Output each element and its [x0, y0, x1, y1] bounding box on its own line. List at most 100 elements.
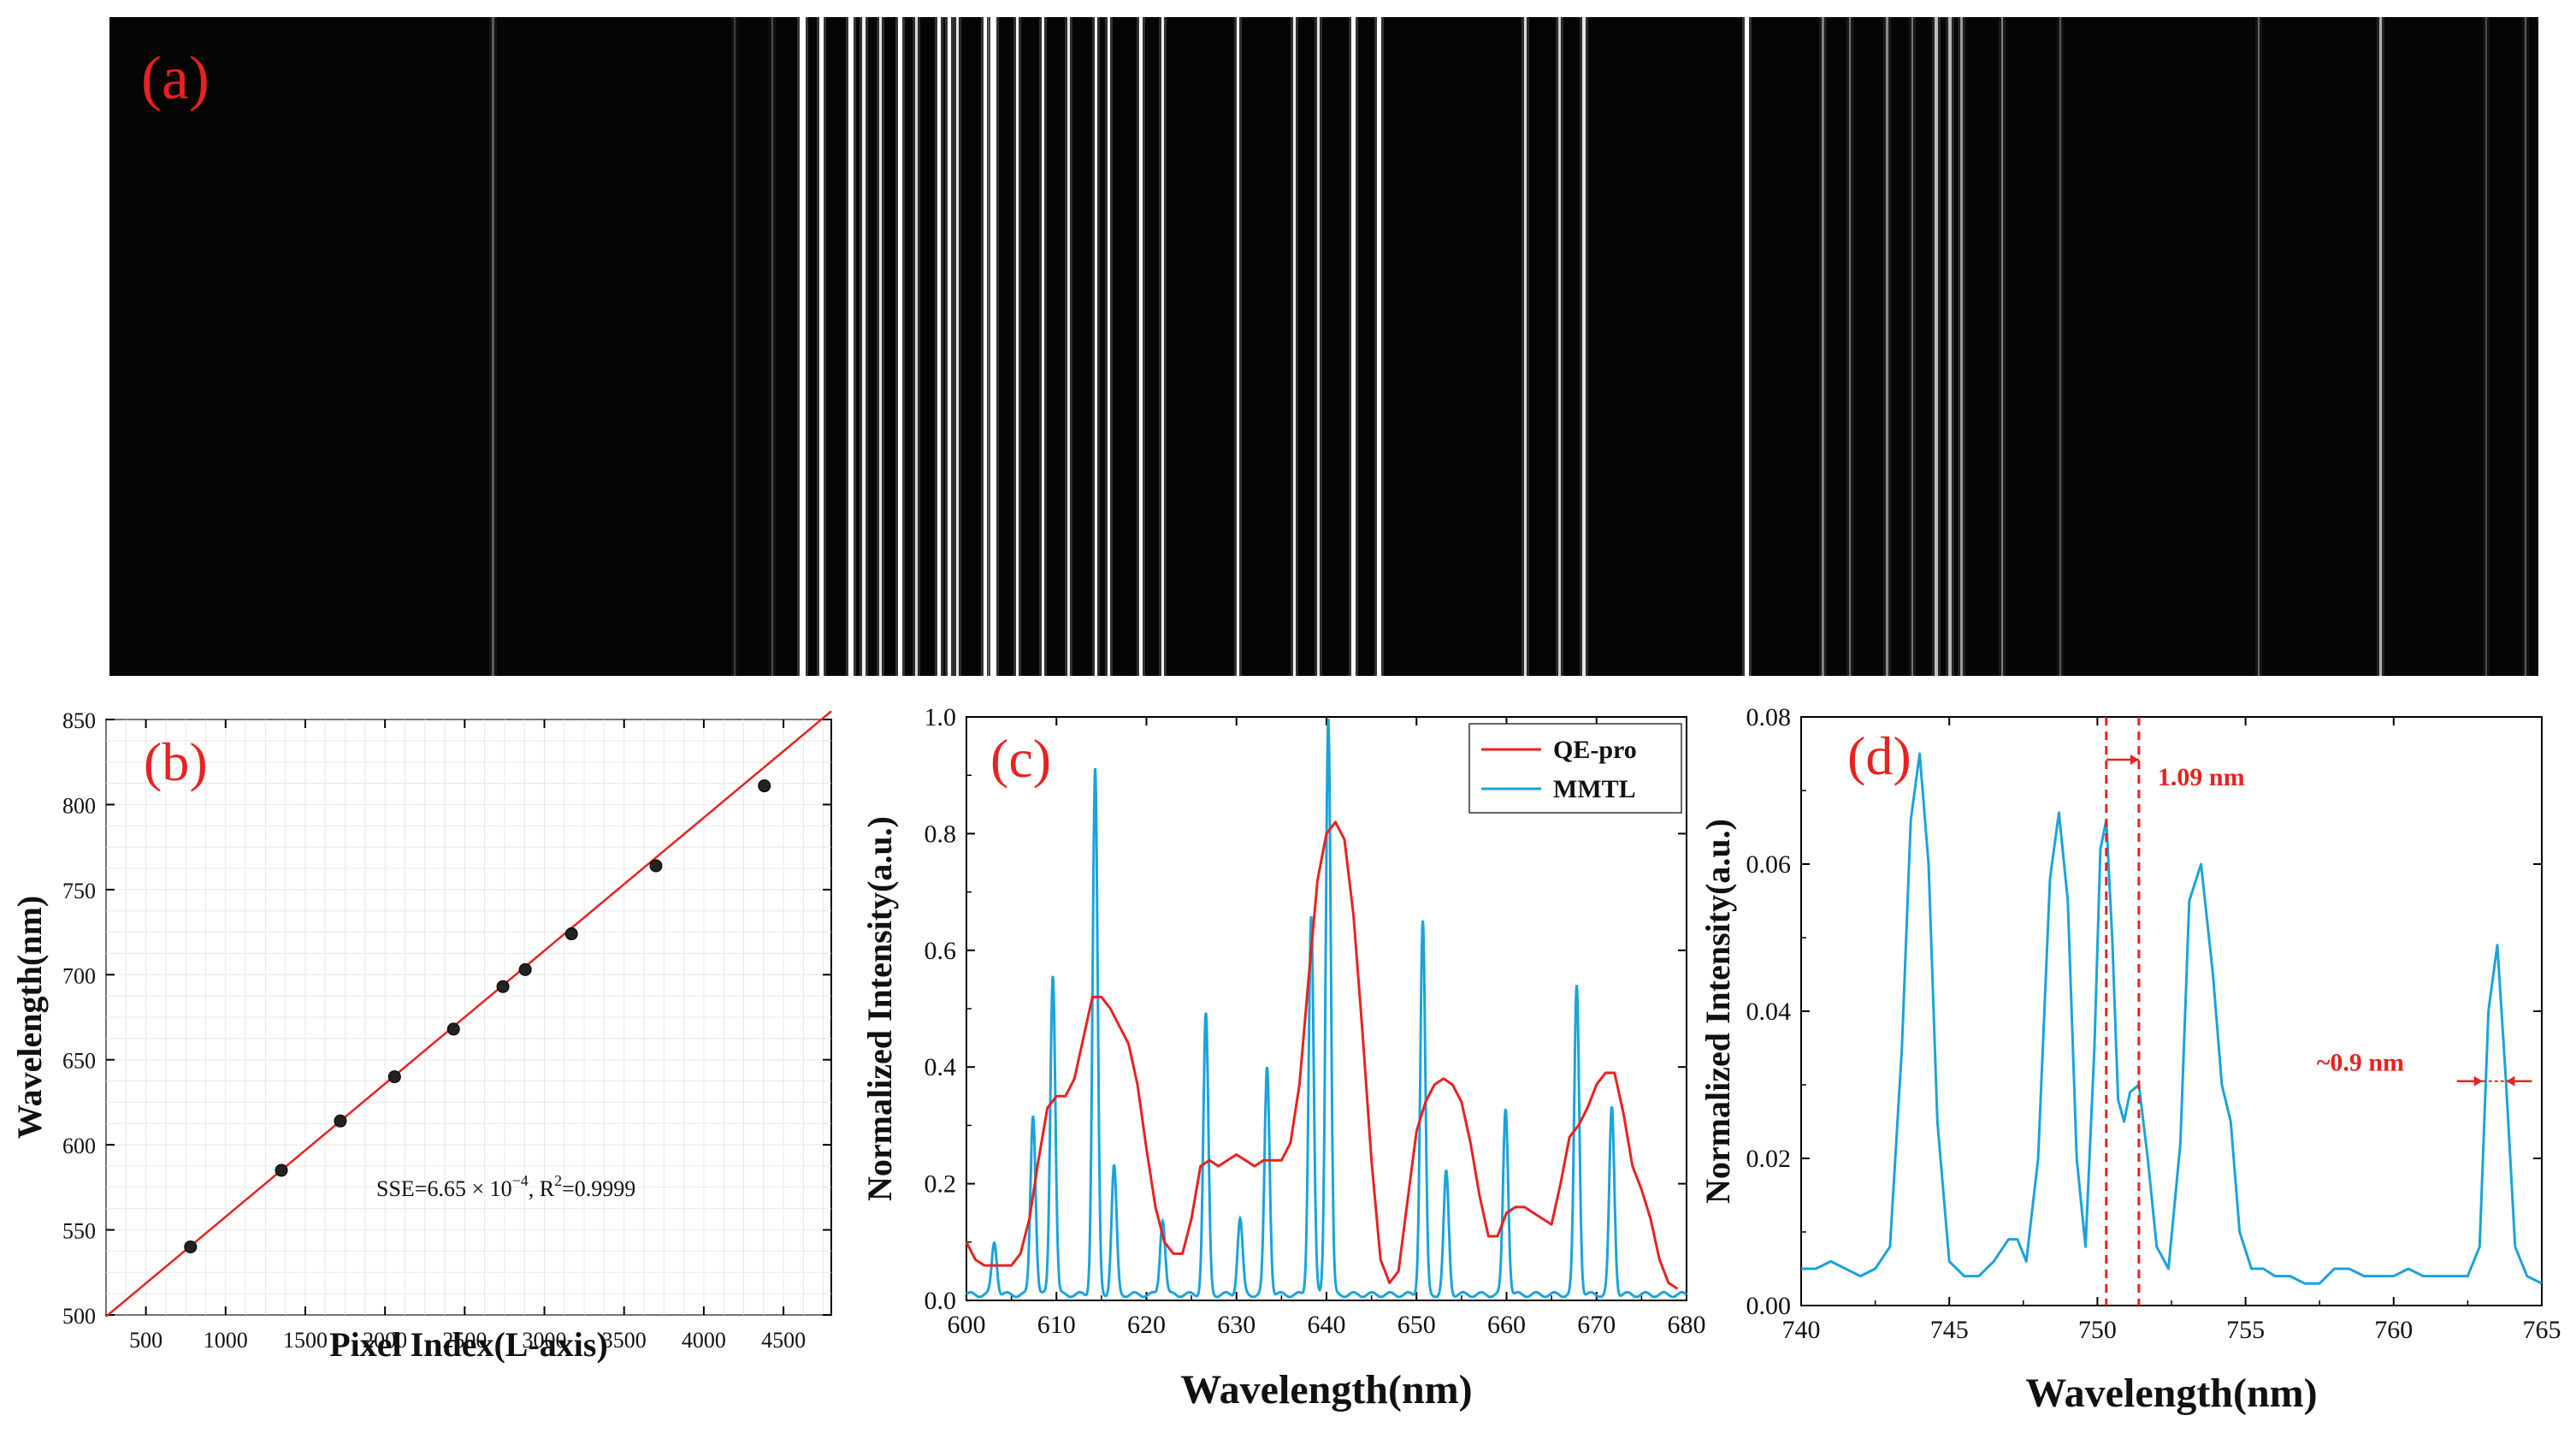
x-tick-label: 740 — [1782, 1316, 1821, 1344]
y-tick-label: 0.06 — [1746, 850, 1792, 879]
x-tick-label: 4500 — [761, 1328, 806, 1353]
grid-b — [105, 719, 831, 1316]
panel-b-calibration-plot: 500 1000 1500 2000 2500 3000 3500 4000 4500 500 55… — [10, 708, 832, 1364]
emission-line-glow — [1846, 17, 1853, 676]
x-tick-label: 765 — [2523, 1316, 2561, 1344]
emission-line-glow — [1105, 17, 1113, 676]
annotation-sse: SSE=6.65 × 10 — [376, 1176, 512, 1201]
emission-line-glow — [945, 17, 954, 676]
emission-line — [1108, 17, 1110, 676]
y-tick-label: 0.08 — [1746, 703, 1792, 731]
emission-line-glow — [2255, 17, 2262, 676]
ticks-b: 500 1000 1500 2000 2500 3000 3500 4000 4500 500 55… — [62, 708, 831, 1353]
annotation-1-09nm: 1.09 nm — [2158, 763, 2245, 791]
emission-line-glow — [895, 17, 905, 676]
emission-line — [1351, 17, 1356, 676]
emission-line-glow — [1159, 17, 1167, 676]
panel-label-b: (b) — [144, 731, 208, 792]
x-tick-label: 640 — [1308, 1311, 1346, 1339]
emission-line-glow — [489, 17, 497, 676]
emission-line-glow — [1234, 17, 1242, 676]
y-tick-label: 0.6 — [925, 937, 957, 965]
data-point — [184, 1240, 198, 1253]
legend-label-qepro: QE-pro — [1553, 736, 1637, 764]
data-point — [387, 1070, 401, 1084]
emission-line-glow — [1013, 17, 1021, 676]
emission-line-glow — [1999, 17, 2006, 676]
data-point — [518, 962, 532, 976]
x-axis-label-b: Pixel Index(L-axis) — [329, 1325, 608, 1364]
legend-box — [1468, 723, 1682, 814]
emission-line — [1067, 17, 1070, 676]
emission-line-glow — [797, 17, 808, 676]
x-tick-label: 760 — [2374, 1316, 2413, 1344]
emission-line — [862, 17, 866, 676]
panel-c-spectrum-comparison: 600 610 620 630 640 650 660 670 680 0.0 0.2 0.4 0.6 0… — [860, 703, 1706, 1412]
emission-line-glow — [1315, 17, 1322, 676]
emission-line-glow — [1932, 17, 1941, 676]
emission-line-glow — [954, 17, 961, 676]
emission-line — [2258, 17, 2260, 676]
x-tick-label: 650 — [1397, 1311, 1436, 1339]
x-tick-label: 755 — [2226, 1316, 2265, 1344]
emission-line — [1911, 17, 1913, 676]
y-axis-label-c: Normalized Intensity(a.u.) — [860, 816, 899, 1201]
emission-line — [984, 17, 987, 676]
y-axis-label-d: Normalized Intensity(a.u.) — [1699, 819, 1737, 1204]
emission-line — [2485, 17, 2487, 676]
emission-line — [1558, 17, 1561, 676]
emission-line — [771, 17, 773, 676]
x-axis-label-c: Wavelength(nm) — [1180, 1367, 1472, 1412]
emission-line — [1095, 17, 1097, 676]
emission-line — [2525, 17, 2526, 676]
y-tick-label: 550 — [62, 1219, 96, 1244]
y-tick-label: 650 — [62, 1049, 96, 1074]
emission-line-glow — [1742, 17, 1752, 676]
x-axis-label-d: Wavelength(nm) — [2025, 1371, 2317, 1416]
emission-line — [819, 17, 824, 676]
y-tick-label: 0.0 — [925, 1287, 957, 1315]
panel-label-c: (c) — [990, 728, 1051, 789]
y-tick-label: 850 — [62, 708, 96, 733]
x-tick-label: 2500 — [442, 1328, 487, 1353]
emission-line — [492, 17, 494, 676]
emission-line-glow — [1958, 17, 1965, 676]
emission-line — [1377, 17, 1381, 676]
emission-line — [1139, 17, 1143, 676]
x-tick-label: 660 — [1487, 1311, 1526, 1339]
x-tick-label: 680 — [1668, 1311, 1706, 1339]
emission-line — [1524, 17, 1527, 676]
data-point — [649, 859, 663, 873]
ticks-d: 740 745 750 755 760 765 0.00 0.02 0.04 0.06 0.08 — [1746, 703, 2561, 1344]
y-tick-label: 0.02 — [1746, 1145, 1792, 1173]
emission-line-glow — [913, 17, 920, 676]
width-arrow-head — [2130, 755, 2139, 765]
emission-line-glow — [817, 17, 826, 676]
x-tick-label: 500 — [129, 1328, 162, 1353]
x-tick-label: 610 — [1037, 1311, 1076, 1339]
emission-line — [1745, 17, 1749, 676]
spectral-image-background — [109, 17, 2538, 676]
annotation-r-val: =0.9999 — [562, 1176, 635, 1201]
emission-line-glow — [1374, 17, 1384, 676]
emission-line — [956, 17, 959, 676]
x-tick-label: 3500 — [602, 1328, 647, 1353]
emission-line-glow — [1039, 17, 1047, 676]
emission-line-glow — [2522, 17, 2529, 676]
emission-line — [990, 17, 996, 676]
emission-line-glow — [1946, 17, 1954, 676]
emission-line — [1237, 17, 1239, 676]
x-tick-label: 1000 — [204, 1328, 248, 1353]
series-line-qepro — [965, 820, 1679, 1290]
emission-line — [879, 17, 882, 676]
x-tick-label: 745 — [1930, 1316, 1969, 1344]
emission-line-glow — [1580, 17, 1588, 676]
y-tick-label: 1.0 — [925, 703, 957, 731]
y-tick-label: 700 — [62, 963, 96, 988]
emission-line-glow — [981, 17, 990, 676]
panel-a-spectral-image: (a) — [109, 17, 2538, 676]
emission-line — [948, 17, 951, 676]
ticks-c: 600 610 620 630 640 650 660 670 680 0.0 0.2 0.4 0.6 0… — [925, 703, 1706, 1339]
annotation-r-exp: 2 — [554, 1172, 562, 1189]
